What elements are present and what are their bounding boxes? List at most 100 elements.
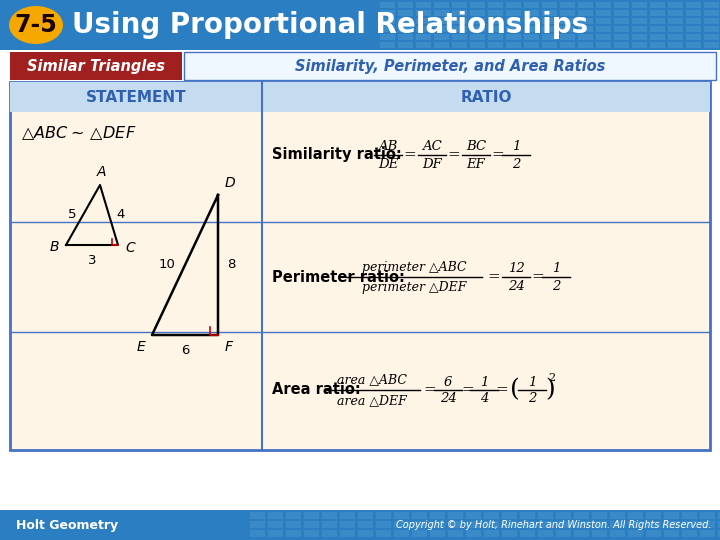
- Bar: [520, 521, 535, 528]
- Bar: [398, 2, 413, 8]
- Bar: [592, 512, 607, 519]
- Text: B: B: [50, 240, 59, 254]
- Bar: [452, 26, 467, 32]
- Bar: [664, 512, 679, 519]
- Bar: [488, 34, 503, 40]
- Text: C: C: [125, 241, 135, 255]
- Bar: [322, 512, 337, 519]
- Bar: [646, 530, 661, 537]
- Text: 2: 2: [512, 158, 520, 171]
- Text: 10: 10: [158, 259, 175, 272]
- Bar: [304, 512, 319, 519]
- Bar: [646, 512, 661, 519]
- Bar: [574, 512, 589, 519]
- Bar: [596, 26, 611, 32]
- Bar: [560, 10, 575, 16]
- Bar: [538, 512, 553, 519]
- Bar: [484, 512, 499, 519]
- Text: 1: 1: [480, 375, 488, 388]
- Text: =: =: [404, 148, 416, 162]
- Bar: [470, 10, 485, 16]
- Bar: [488, 26, 503, 32]
- Text: =: =: [487, 270, 500, 284]
- Text: 2: 2: [552, 280, 560, 293]
- Bar: [506, 34, 521, 40]
- Bar: [668, 42, 683, 48]
- Bar: [430, 512, 445, 519]
- Bar: [596, 2, 611, 8]
- Bar: [0, 0, 720, 50]
- Bar: [610, 512, 625, 519]
- Bar: [340, 512, 355, 519]
- Text: area △DEF: area △DEF: [337, 395, 407, 408]
- Bar: [632, 34, 647, 40]
- Bar: [628, 530, 643, 537]
- Text: perimeter △DEF: perimeter △DEF: [362, 281, 466, 294]
- Bar: [614, 34, 629, 40]
- Text: E: E: [136, 340, 145, 354]
- Bar: [556, 521, 571, 528]
- Bar: [380, 26, 395, 32]
- Bar: [560, 34, 575, 40]
- Bar: [524, 10, 539, 16]
- Bar: [682, 512, 697, 519]
- Bar: [340, 521, 355, 528]
- Text: EF: EF: [467, 158, 485, 171]
- Bar: [506, 10, 521, 16]
- Bar: [578, 10, 593, 16]
- Text: perimeter △ABC: perimeter △ABC: [361, 260, 467, 273]
- Bar: [646, 521, 661, 528]
- Bar: [488, 42, 503, 48]
- Text: BC: BC: [466, 140, 486, 153]
- Bar: [578, 34, 593, 40]
- Text: AC: AC: [422, 140, 442, 153]
- Bar: [394, 521, 409, 528]
- Bar: [416, 2, 431, 8]
- Bar: [632, 26, 647, 32]
- Text: DF: DF: [422, 158, 442, 171]
- Text: Similar Triangles: Similar Triangles: [27, 58, 165, 73]
- Bar: [448, 512, 463, 519]
- Bar: [398, 18, 413, 24]
- Bar: [560, 26, 575, 32]
- Bar: [250, 512, 265, 519]
- Text: ): ): [545, 379, 554, 402]
- Text: $\triangle\!ABC \sim \triangle\!DEF$: $\triangle\!ABC \sim \triangle\!DEF$: [18, 124, 136, 142]
- Bar: [704, 2, 719, 8]
- Bar: [286, 512, 301, 519]
- Bar: [452, 42, 467, 48]
- Text: 1: 1: [528, 375, 536, 388]
- Bar: [574, 530, 589, 537]
- Bar: [430, 530, 445, 537]
- Bar: [596, 10, 611, 16]
- Bar: [506, 26, 521, 32]
- Text: F: F: [225, 340, 233, 354]
- Bar: [650, 10, 665, 16]
- Bar: [578, 2, 593, 8]
- Bar: [506, 18, 521, 24]
- Bar: [470, 18, 485, 24]
- Bar: [614, 18, 629, 24]
- Bar: [10, 82, 710, 112]
- Bar: [704, 10, 719, 16]
- Bar: [610, 521, 625, 528]
- Bar: [304, 521, 319, 528]
- Bar: [650, 18, 665, 24]
- Bar: [502, 512, 517, 519]
- Bar: [596, 34, 611, 40]
- Bar: [542, 26, 557, 32]
- Text: 5: 5: [68, 208, 76, 221]
- Bar: [380, 34, 395, 40]
- Text: 6: 6: [444, 375, 452, 388]
- Bar: [250, 521, 265, 528]
- Bar: [614, 2, 629, 8]
- Bar: [632, 42, 647, 48]
- Bar: [488, 18, 503, 24]
- Bar: [542, 2, 557, 8]
- Bar: [358, 521, 373, 528]
- Text: 1: 1: [552, 262, 560, 275]
- Bar: [542, 42, 557, 48]
- Bar: [452, 10, 467, 16]
- Text: Similarity, Perimeter, and Area Ratios: Similarity, Perimeter, and Area Ratios: [294, 58, 606, 73]
- Bar: [538, 530, 553, 537]
